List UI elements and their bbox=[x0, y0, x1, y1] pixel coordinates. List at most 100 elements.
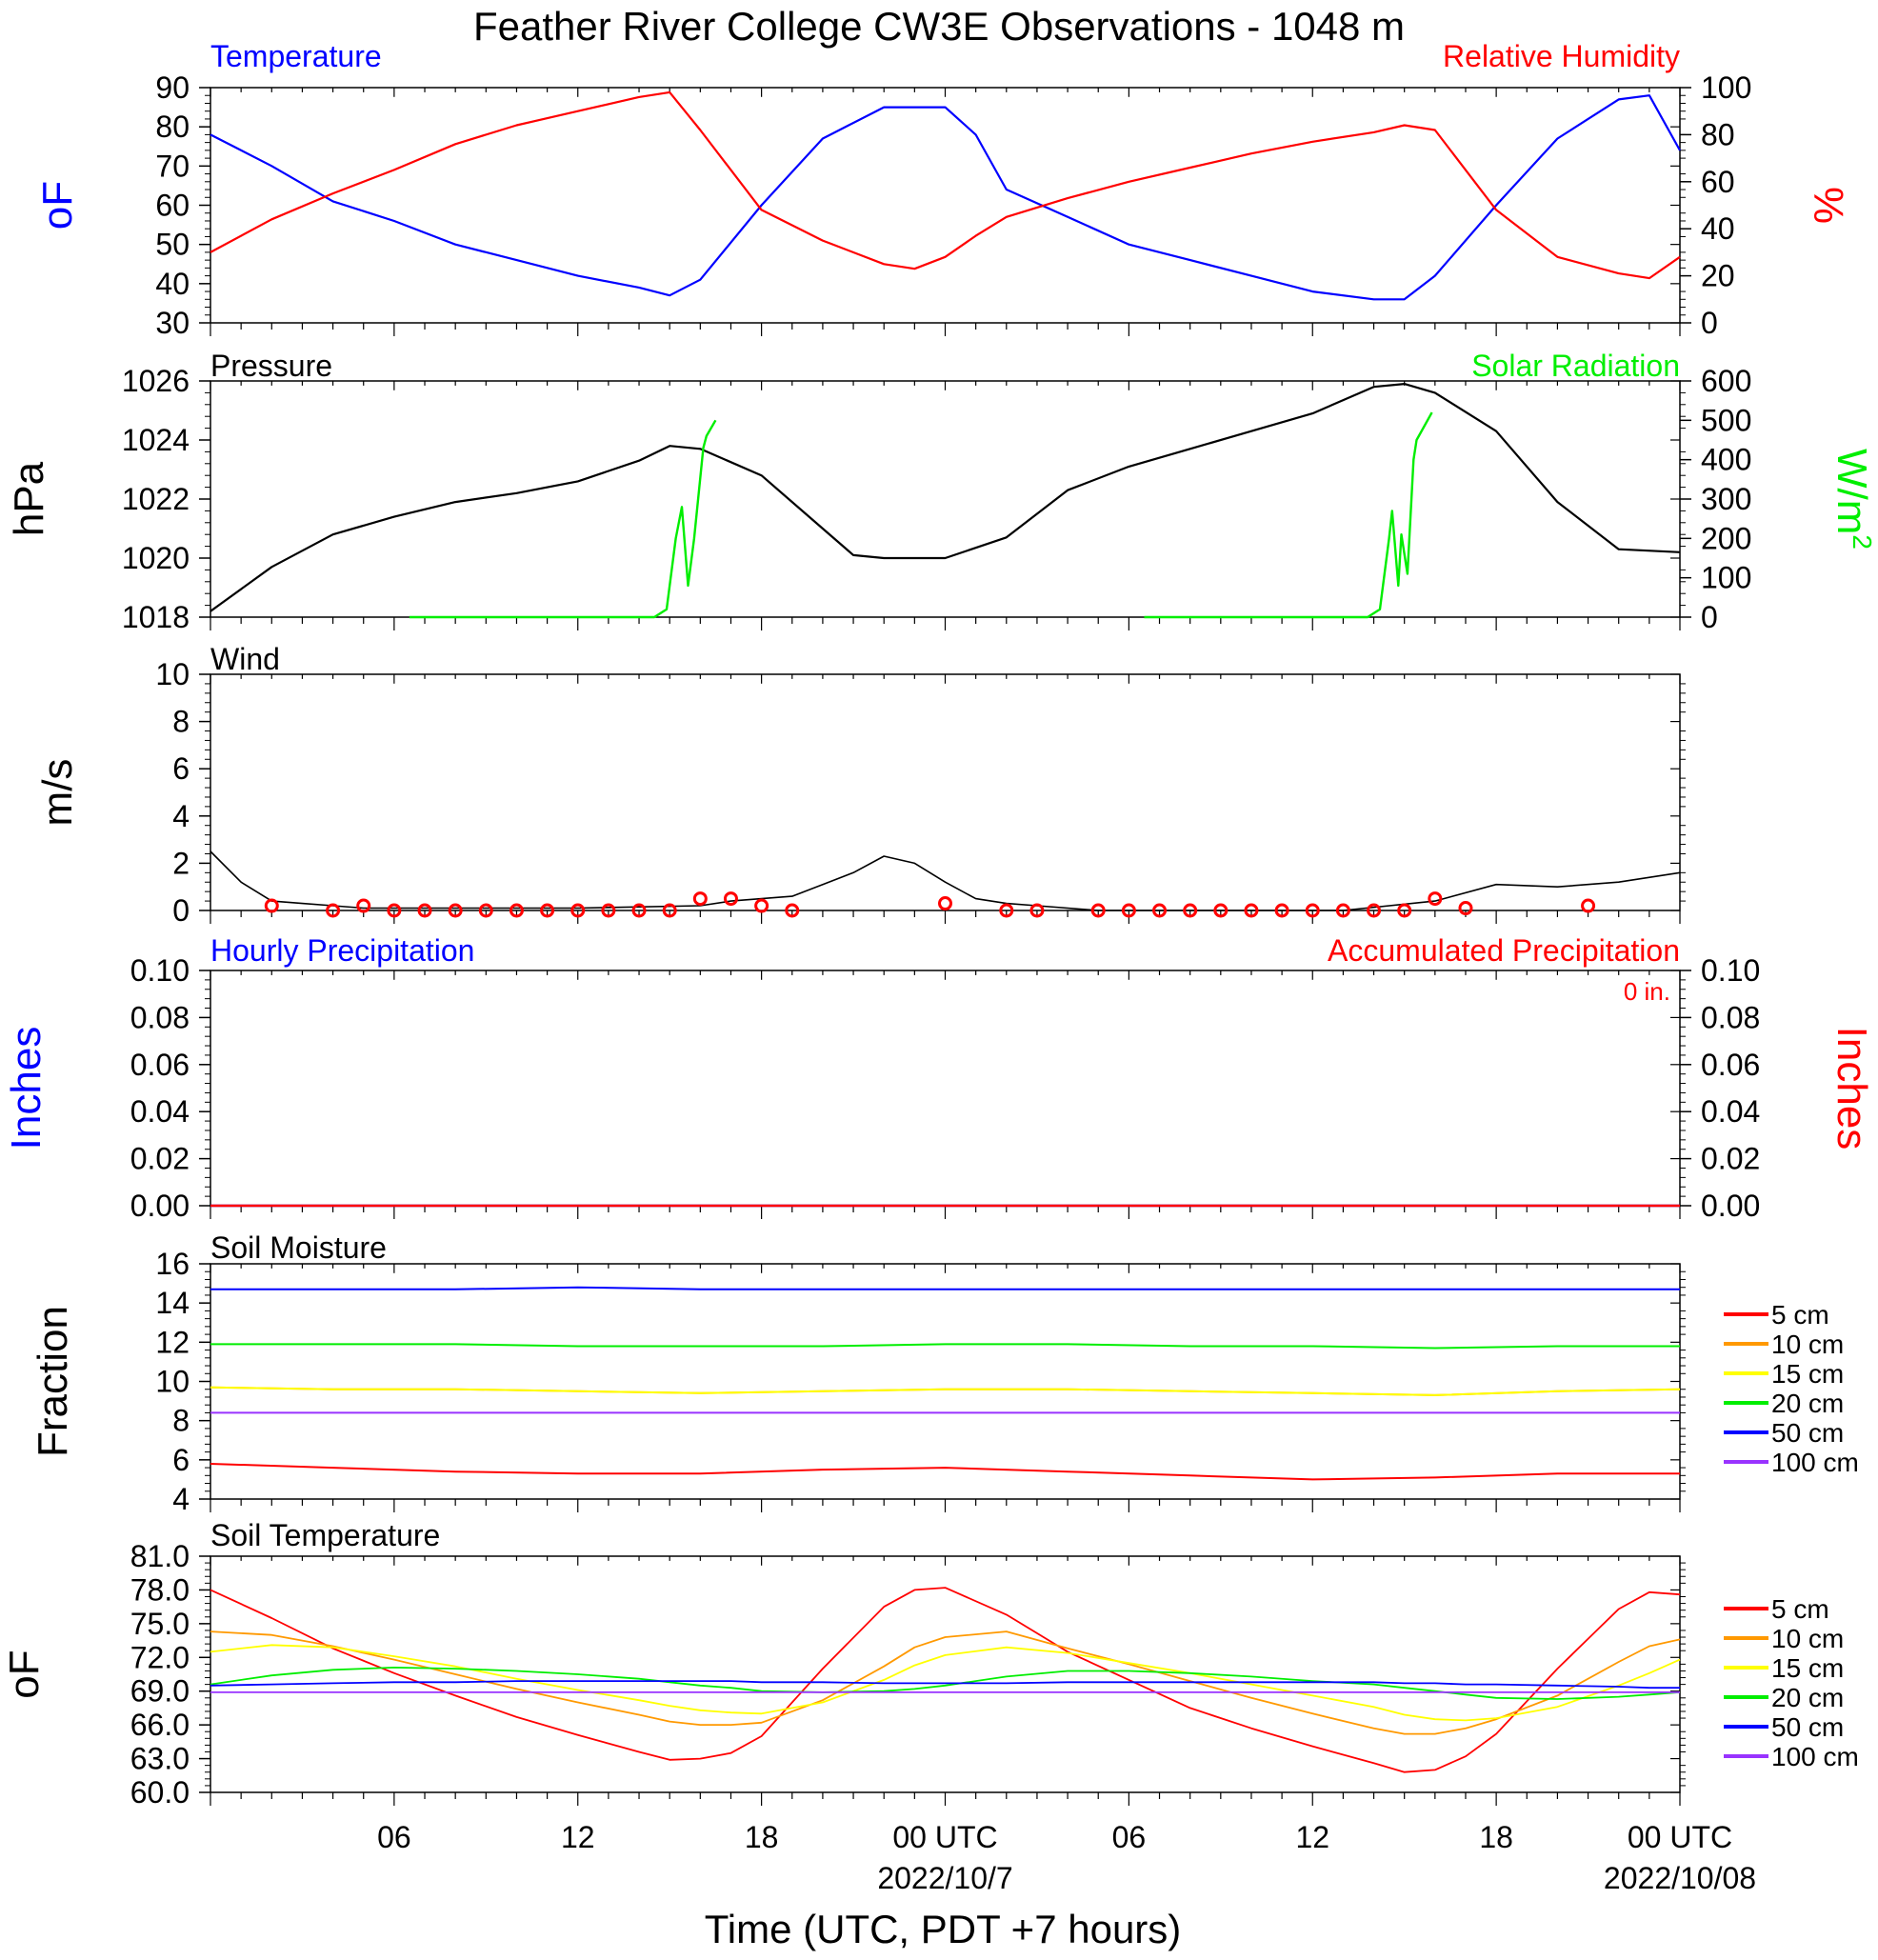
x-tick-label: 12 bbox=[561, 1820, 595, 1854]
x-tick-label: 18 bbox=[745, 1820, 779, 1854]
wind-station-circle bbox=[1581, 898, 1596, 913]
y-tick-label-left: 12 bbox=[155, 1325, 190, 1359]
y-tick-label-left: 10 bbox=[155, 657, 190, 691]
legend-label: 10 cm bbox=[1771, 1330, 1844, 1359]
y-axis-label: % bbox=[1806, 187, 1852, 224]
soil-temperature-panel: 60.063.066.069.072.075.078.081.0 Soil Tem… bbox=[1, 1518, 1859, 1810]
x-tick-label: 06 bbox=[1112, 1820, 1147, 1854]
y-tick-label-left: 30 bbox=[155, 306, 190, 340]
wind-station-circle bbox=[509, 903, 524, 918]
y-tick-label-right: 0.06 bbox=[1701, 1048, 1760, 1082]
wind-station-circle bbox=[478, 903, 493, 918]
y-tick-label-left: 8 bbox=[172, 705, 190, 739]
x-tick-label: 00 UTC bbox=[892, 1820, 997, 1854]
y-tick-label-right: 500 bbox=[1701, 403, 1751, 437]
temperature-humidity-panel: 30 40 50 60 70 80 90 0 20 40 60 80 100 Temperature Rel… bbox=[34, 39, 1852, 340]
legend-label: 50 cm bbox=[1771, 1418, 1844, 1448]
x-tick-label: 00 UTC bbox=[1628, 1820, 1732, 1854]
wind-station-circle bbox=[1274, 903, 1289, 918]
panel-title-left: Soil Moisture bbox=[210, 1230, 387, 1265]
y-tick-label-left: 0.10 bbox=[130, 953, 190, 988]
wind-station-circle bbox=[723, 891, 738, 907]
y-axis-label: oF bbox=[1, 1650, 48, 1698]
y-tick-label-right: 0.10 bbox=[1701, 953, 1760, 988]
y-tick-label-right: 400 bbox=[1701, 443, 1751, 477]
y-tick-label-right: 100 bbox=[1701, 70, 1751, 105]
panel-title-right: Accumulated Precipitation bbox=[1328, 933, 1680, 968]
y-tick-label-left: 72.0 bbox=[130, 1640, 190, 1674]
legend-label: 5 cm bbox=[1771, 1594, 1829, 1624]
wind-station-circle bbox=[540, 903, 555, 918]
y-tick-label-left: 1018 bbox=[122, 600, 190, 634]
legend-label: 20 cm bbox=[1771, 1389, 1844, 1418]
wind-station-circle bbox=[1458, 901, 1473, 916]
y-tick-label-left: 6 bbox=[172, 1443, 190, 1477]
panel-title-left: Soil Temperature bbox=[210, 1518, 440, 1552]
y-tick-label-left: 8 bbox=[172, 1404, 190, 1438]
series-line-50-cm bbox=[210, 1286, 1680, 1290]
wind-station-circle bbox=[1121, 903, 1136, 918]
wind-station-circle bbox=[326, 903, 341, 918]
series-line-temperature bbox=[210, 94, 1681, 301]
y-tick-label-left: 60 bbox=[155, 189, 190, 223]
y-tick-label-right: 0 bbox=[1701, 306, 1718, 340]
legend-label: 5 cm bbox=[1771, 1300, 1829, 1330]
y-tick-label-left: 1022 bbox=[122, 482, 190, 516]
panel-title-left: Pressure bbox=[210, 349, 332, 383]
wind-station-circle bbox=[631, 903, 647, 918]
legend-label: 15 cm bbox=[1771, 1653, 1844, 1683]
y-tick-label-left: 10 bbox=[155, 1365, 190, 1399]
wind-station-circle bbox=[754, 898, 769, 913]
y-axis-label: Inches bbox=[3, 1027, 50, 1150]
y-tick-label-left: 81.0 bbox=[130, 1539, 190, 1573]
y-tick-label-left: 1024 bbox=[122, 423, 190, 457]
y-tick-label-right: 20 bbox=[1701, 259, 1735, 293]
wind-station-circle bbox=[417, 903, 432, 918]
figure-title: Feather River College CW3E Observations … bbox=[473, 4, 1405, 49]
y-tick-label-left: 16 bbox=[155, 1247, 190, 1281]
wind-station-circle bbox=[1244, 903, 1259, 918]
wind-station-circle bbox=[1213, 903, 1229, 918]
y-tick-label-left: 1020 bbox=[122, 541, 190, 575]
y-axis-label: oF bbox=[34, 181, 81, 230]
wind-station-circle bbox=[1029, 903, 1045, 918]
wind-station-circle bbox=[1305, 903, 1320, 918]
panel-title-right: Solar Radiation bbox=[1471, 349, 1680, 383]
panel-title-left: Temperature bbox=[210, 39, 382, 73]
y-tick-label-left: 0.02 bbox=[130, 1142, 190, 1176]
series-line-15-cm bbox=[210, 1644, 1681, 1722]
y-axis-label: m/s bbox=[34, 759, 81, 827]
y-tick-label-right: 80 bbox=[1701, 117, 1735, 151]
y-tick-label-left: 2 bbox=[172, 846, 190, 880]
y-tick-label-right: 0.04 bbox=[1701, 1094, 1760, 1129]
series-line-solar-radiation bbox=[1144, 411, 1433, 619]
wind-station-circle bbox=[1428, 891, 1443, 907]
y-tick-label-right: 60 bbox=[1701, 165, 1735, 199]
wind-station-circle bbox=[1335, 903, 1350, 918]
y-tick-label-right: 0 bbox=[1701, 600, 1718, 634]
wind-panel: 0 2 4 6 8 10 Wind m/s bbox=[34, 642, 1686, 928]
y-tick-label-right: 0.08 bbox=[1701, 1000, 1760, 1034]
y-tick-label-right: 200 bbox=[1701, 521, 1751, 555]
y-tick-label-left: 1026 bbox=[122, 364, 190, 398]
y-tick-label-left: 6 bbox=[172, 751, 190, 786]
y-tick-label-left: 0.06 bbox=[130, 1048, 190, 1082]
x-tick-label: 18 bbox=[1479, 1820, 1513, 1854]
y-tick-label-left: 78.0 bbox=[130, 1572, 190, 1607]
series-line-10-cm bbox=[210, 1630, 1681, 1735]
y-tick-label-left: 90 bbox=[155, 70, 190, 105]
series-line-20-cm bbox=[210, 1667, 1681, 1700]
y-axis-label-right-text: W/m bbox=[1828, 449, 1875, 534]
panel-title-left: Wind bbox=[210, 642, 280, 676]
y-tick-label-left: 50 bbox=[155, 228, 190, 262]
y-tick-label-right: 0.00 bbox=[1701, 1189, 1760, 1223]
series-line-50-cm bbox=[210, 1680, 1680, 1690]
wind-station-circle bbox=[1152, 903, 1168, 918]
series-line-5-cm bbox=[210, 1587, 1681, 1773]
legend-label: 100 cm bbox=[1771, 1742, 1859, 1771]
panel-title-right: Relative Humidity bbox=[1443, 39, 1680, 73]
y-axis-label-right: Inches bbox=[1828, 1027, 1875, 1150]
x-tick-label: 06 bbox=[377, 1820, 411, 1854]
